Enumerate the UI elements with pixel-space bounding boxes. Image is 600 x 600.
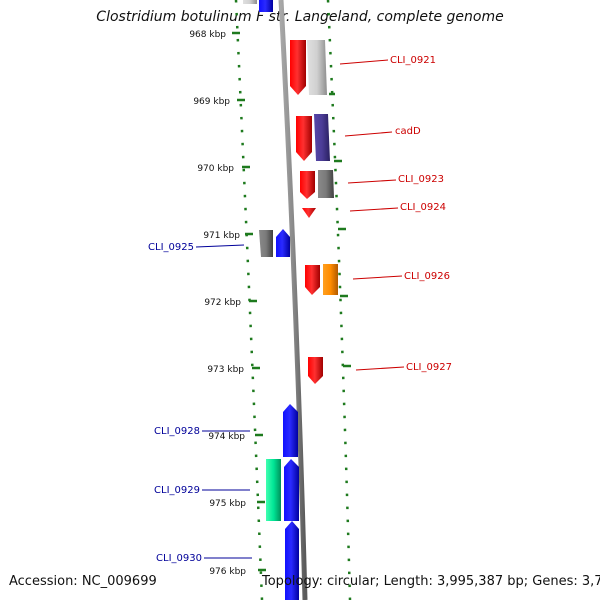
ruler: 968 kbp 969 kbp 970 kbp 971 kbp 972 kbp … [189, 30, 266, 577]
genome-backbone [278, 0, 308, 600]
ruler-tick-label: 975 kbp [209, 499, 246, 509]
ruler-tick-label: 976 kbp [209, 567, 246, 577]
gene-CLI_0927[interactable] [308, 357, 323, 384]
gene-label[interactable]: CLI_0929 [154, 485, 200, 496]
ruler-tick-label: 974 kbp [208, 432, 245, 442]
label-leader [352, 275, 403, 280]
label-leader [349, 207, 399, 212]
label-leader [339, 59, 389, 65]
gene-CLI_0926-neighbor[interactable] [323, 264, 338, 295]
ruler-tick-label: 970 kbp [197, 164, 234, 174]
gene-clipped-top-gray [243, 0, 257, 4]
gene-CLI_0921-neighbor[interactable] [307, 40, 327, 95]
gene-label[interactable]: CLI_0930 [156, 553, 202, 564]
ruler-tick-label: 968 kbp [189, 30, 226, 40]
label-leader [347, 179, 397, 184]
label-leader [355, 366, 405, 371]
ruler-tick-label: 969 kbp [193, 97, 230, 107]
gene-CLI_0923[interactable] [300, 171, 315, 199]
gene-label[interactable]: cadD [395, 126, 421, 137]
gene-CLI_0925-neighbor[interactable] [259, 230, 273, 257]
gene-CLI_0925[interactable] [276, 229, 290, 257]
gene-cadD-neighbor[interactable] [314, 114, 330, 161]
ruler-tick-label: 973 kbp [207, 365, 244, 375]
gene-clipped-top-blue [259, 0, 273, 12]
map-title: Clostridium botulinum F str. Langeland, … [96, 9, 504, 25]
outer-guide-ring [326, 0, 352, 600]
gene-CLI_0921[interactable] [290, 40, 306, 95]
accession-text: Accession: NC_009699 [9, 574, 157, 589]
gene-label[interactable]: CLI_0921 [390, 55, 436, 66]
gene-label[interactable]: CLI_0928 [154, 426, 200, 437]
gene-label[interactable]: CLI_0925 [148, 242, 194, 253]
outer-ring-ticks [329, 92, 351, 368]
genome-stats-text: Topology: circular; Length: 3,995,387 bp… [262, 574, 600, 589]
gene-CLI_0929[interactable] [284, 459, 299, 521]
gene-CLI_0924[interactable] [302, 208, 316, 218]
gene-CLI_0926[interactable] [305, 265, 320, 295]
label-leader [195, 244, 245, 248]
gene-label[interactable]: CLI_0924 [400, 202, 446, 213]
gene-label[interactable]: CLI_0927 [406, 362, 452, 373]
gene-CLI_0930[interactable] [285, 521, 299, 600]
ruler-tick-label: 971 kbp [203, 231, 240, 241]
gene-label[interactable]: CLI_0926 [404, 271, 450, 282]
label-leader [344, 131, 393, 137]
ruler-tick-label: 972 kbp [204, 298, 241, 308]
gene-CLI_0928[interactable] [283, 404, 298, 457]
gene-label[interactable]: CLI_0923 [398, 174, 444, 185]
gene-cadD[interactable] [296, 116, 312, 161]
gene-CLI_0923-neighbor[interactable] [318, 170, 334, 198]
gene-CLI_0929-neighbor[interactable] [266, 459, 281, 521]
